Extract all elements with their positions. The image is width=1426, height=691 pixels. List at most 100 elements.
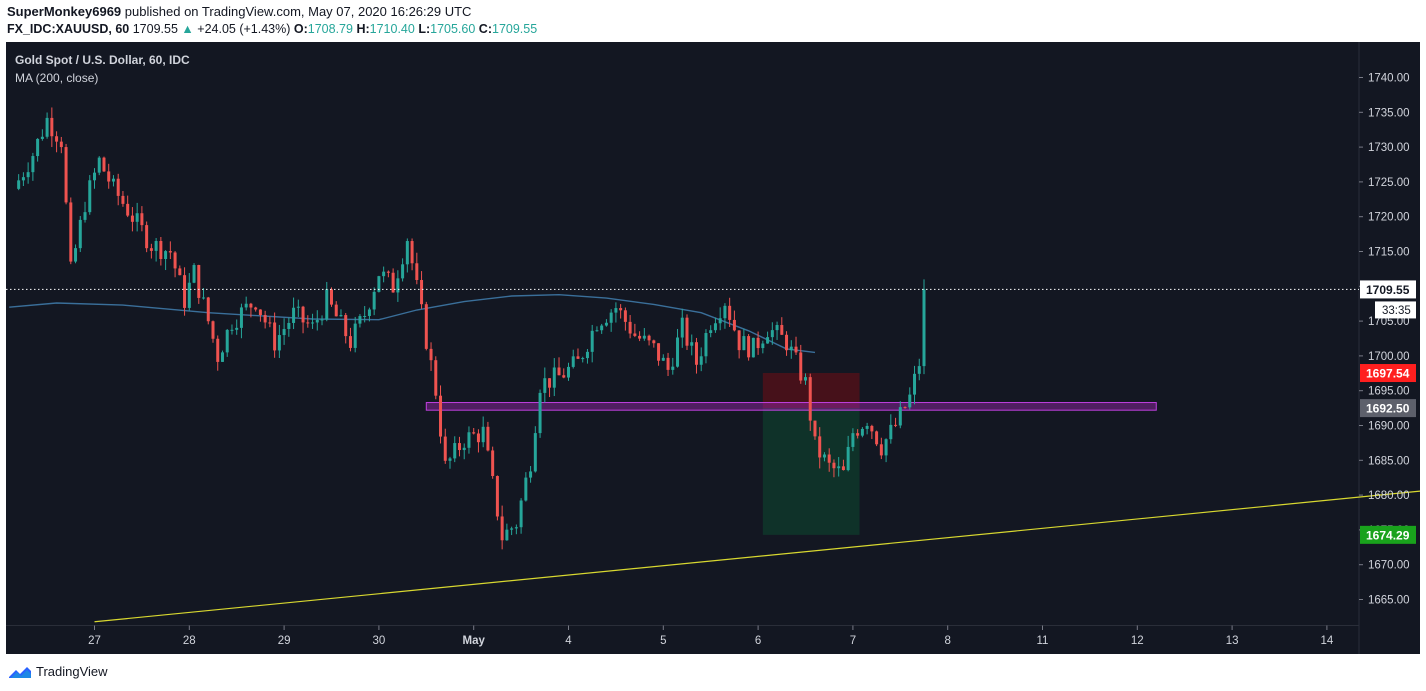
candle [420, 271, 424, 309]
candle [770, 322, 774, 345]
candle [875, 430, 879, 447]
candle-body [903, 407, 907, 409]
candle [462, 443, 466, 460]
tradingview-brand[interactable]: TradingView [8, 664, 108, 679]
candle-body [894, 424, 898, 426]
candle [742, 328, 746, 351]
candle-body [26, 172, 30, 178]
candle [31, 152, 35, 181]
countdown-bg [1375, 301, 1416, 319]
candle [633, 323, 637, 338]
candle-body [448, 458, 452, 461]
candle-body [443, 436, 447, 461]
candle [116, 173, 120, 206]
candle [756, 331, 760, 355]
candle-body [633, 333, 637, 336]
candle-body [913, 373, 917, 395]
candle-body [254, 307, 258, 310]
candle [344, 312, 348, 344]
x-tick-label: 4 [565, 635, 572, 647]
candle [766, 331, 770, 344]
countdown-label: 33:35 [1382, 305, 1411, 317]
y-tick-label: 1690.00 [1368, 421, 1410, 433]
candle [159, 236, 163, 266]
candle [429, 342, 433, 371]
candle [249, 302, 253, 318]
candle [600, 323, 604, 334]
chart-area[interactable]: 1740.00 1735.00 1730.00 1725.00 1720.00 1715.… [6, 42, 1426, 654]
candle [666, 352, 670, 377]
candle [405, 238, 409, 273]
candle-body [424, 304, 428, 349]
open-label: O: [293, 22, 308, 36]
candle-body [367, 309, 371, 316]
candle-body [159, 240, 163, 259]
candle-body [694, 342, 698, 365]
candle-body [851, 433, 855, 447]
candle-body [538, 392, 542, 434]
candle-body [638, 335, 642, 339]
candle [794, 336, 798, 355]
candle-body [500, 516, 504, 541]
candle [410, 238, 414, 271]
candle-body [657, 343, 661, 361]
candle-body [671, 366, 675, 370]
candle-body [36, 138, 40, 157]
candle [552, 358, 556, 397]
x-tick-label: 5 [660, 635, 666, 647]
candle-body [917, 366, 921, 374]
candle-body [140, 213, 144, 226]
candle-body [728, 305, 732, 320]
candle-body [770, 330, 774, 338]
candle [130, 207, 134, 232]
candle [225, 328, 229, 357]
candle [282, 318, 286, 345]
candle [50, 107, 54, 148]
candle [510, 526, 514, 536]
candle [391, 268, 395, 293]
candle-body [870, 425, 874, 432]
candle [230, 324, 234, 335]
candle-body [97, 157, 101, 173]
candle [761, 340, 765, 354]
candle [126, 195, 130, 218]
candle [690, 334, 694, 356]
candle-body [64, 147, 68, 203]
candle-body [74, 248, 78, 262]
candle [268, 316, 272, 328]
candle [908, 387, 912, 410]
candle-body [595, 330, 599, 332]
candle [747, 334, 751, 361]
take-profit-zone[interactable] [762, 408, 860, 535]
candle [543, 367, 547, 403]
ma-200-line [9, 293, 816, 354]
candle [396, 270, 400, 302]
candle [562, 368, 566, 379]
candle [595, 326, 599, 332]
candle [206, 296, 210, 325]
candle [154, 238, 158, 262]
author-name[interactable]: SuperMonkey6969 [7, 4, 122, 19]
candle [74, 244, 78, 264]
candle-body [386, 271, 390, 273]
candle [486, 421, 490, 452]
candle-body [126, 203, 130, 216]
candle-body [709, 330, 713, 334]
ascending-trendline[interactable] [94, 488, 1426, 623]
candle [145, 221, 149, 253]
candle-body [576, 356, 580, 359]
candle-body [396, 278, 400, 293]
candle [865, 422, 869, 435]
candle [818, 427, 822, 469]
candle [168, 241, 172, 260]
candle [718, 307, 722, 331]
candle-body [287, 322, 291, 329]
candle-body [277, 335, 281, 351]
candle-body [453, 443, 457, 459]
candle-body [45, 117, 49, 137]
candle-body [178, 268, 182, 276]
price-chart[interactable]: 1740.00 1735.00 1730.00 1725.00 1720.00 1715.… [6, 42, 1426, 654]
support-zone-rectangle[interactable] [425, 402, 1157, 411]
candle [353, 316, 357, 353]
candle [841, 459, 845, 471]
